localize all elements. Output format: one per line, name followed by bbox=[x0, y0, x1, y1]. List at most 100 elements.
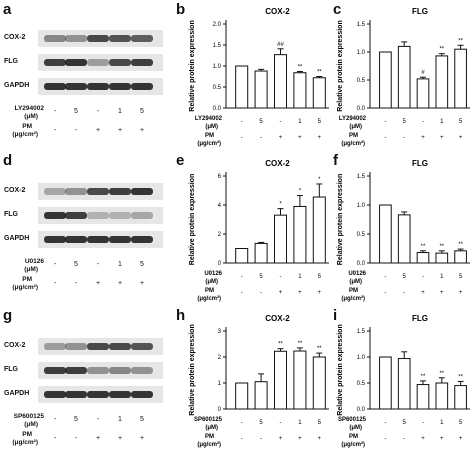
inhibitor-unit: (μM) bbox=[205, 124, 218, 130]
inhibitor-value: - bbox=[280, 119, 282, 125]
pm-label: PM bbox=[22, 431, 32, 438]
pm-label: PM bbox=[349, 434, 358, 440]
bar bbox=[379, 51, 392, 109]
blot-band bbox=[87, 83, 109, 90]
pm-value: + bbox=[440, 135, 444, 141]
inhibitor-value: 5 bbox=[259, 420, 263, 426]
panel-letter-f: f bbox=[333, 152, 338, 169]
y-axis-label: Relative protein expression bbox=[337, 20, 344, 111]
inhibitor-unit: (μM) bbox=[24, 113, 38, 120]
bar bbox=[435, 55, 449, 109]
blot-band bbox=[131, 83, 153, 90]
pm-value: + bbox=[440, 290, 444, 296]
inhibitor-label: U0126 bbox=[204, 271, 222, 277]
y-tick-label: 6 bbox=[218, 174, 222, 180]
inhibitor-value: - bbox=[422, 274, 424, 280]
bar bbox=[379, 356, 392, 410]
y-tick-label: 1.0 bbox=[357, 50, 366, 56]
blot-band bbox=[131, 35, 153, 42]
y-axis-label: Relative protein expression bbox=[337, 174, 344, 265]
pm-unit: (μg/cm²) bbox=[197, 295, 221, 302]
y-tick-label: 1.5 bbox=[213, 43, 222, 49]
inhibitor-value: 5 bbox=[74, 261, 78, 268]
bar-chart-f-flg: FLG Relative protein expression 0.0 0.5 1.0 1… bbox=[337, 159, 470, 302]
blot-band bbox=[131, 367, 153, 374]
blot-band bbox=[131, 391, 153, 398]
inhibitor-value: 5 bbox=[259, 274, 263, 280]
y-tick-label: 0.5 bbox=[357, 381, 366, 387]
pm-value: + bbox=[139, 435, 145, 442]
inhibitor-value: 5 bbox=[403, 420, 407, 426]
chart-title: FLG bbox=[412, 7, 428, 16]
inhibitor-value: 5 bbox=[140, 261, 144, 268]
blot-band bbox=[109, 59, 131, 66]
panel-letter-i: i bbox=[333, 307, 338, 324]
bar bbox=[254, 381, 268, 410]
pm-unit: (μg/cm²) bbox=[341, 140, 365, 147]
bar bbox=[254, 242, 268, 264]
bar-chart-e-cox2: COX-2 Relative protein expression 0 2 4 6 - - 5 -… bbox=[189, 159, 329, 302]
inhibitor-value: - bbox=[96, 261, 100, 268]
inhibitor-value: - bbox=[422, 420, 424, 426]
western-blot-a: COX-2 FLG GAPDH LY294002 (μM) - 5 - 1 5 PM (μg/cm²)… bbox=[0, 22, 170, 157]
pm-label: PM bbox=[22, 276, 32, 283]
significance-marker: * bbox=[299, 189, 302, 195]
blot-band bbox=[44, 59, 66, 66]
pm-value: + bbox=[279, 290, 283, 296]
bar bbox=[293, 205, 307, 264]
y-tick-label: 0.0 bbox=[357, 106, 366, 112]
y-tick-label: 0.5 bbox=[213, 85, 222, 91]
inhibitor-label: SP600125 bbox=[13, 413, 44, 420]
y-tick-label: 0.0 bbox=[357, 407, 366, 413]
bar bbox=[273, 214, 288, 264]
blot-band bbox=[87, 188, 109, 195]
pm-value: + bbox=[117, 127, 123, 134]
blot-band bbox=[65, 236, 87, 243]
inhibitor-value: - bbox=[384, 274, 386, 280]
pm-value: + bbox=[440, 436, 444, 442]
y-tick-label: 3 bbox=[218, 329, 222, 335]
inhibitor-unit: (μM) bbox=[24, 266, 38, 273]
inhibitor-label: SP600125 bbox=[194, 417, 223, 423]
western-blot-g: COX-2 FLG GAPDH SP600125 (μM) - 5 - 1 5 PM (μg/cm²)… bbox=[0, 330, 170, 453]
blot-protein-label: GAPDH bbox=[4, 390, 30, 397]
inhibitor-value: 1 bbox=[118, 108, 122, 115]
bar bbox=[235, 65, 249, 109]
inhibitor-value: - bbox=[280, 274, 282, 280]
blot-band bbox=[131, 188, 153, 195]
blot-strip bbox=[38, 54, 163, 71]
blot-band bbox=[109, 236, 131, 243]
inhibitor-value: 1 bbox=[298, 274, 302, 280]
pm-value: + bbox=[459, 290, 463, 296]
blot-band bbox=[109, 83, 131, 90]
inhibitor-value: 1 bbox=[118, 416, 122, 423]
blot-band bbox=[44, 367, 66, 374]
bar bbox=[435, 382, 449, 410]
bar bbox=[235, 248, 249, 264]
inhibitor-value: - bbox=[422, 119, 424, 125]
pm-value: + bbox=[139, 280, 145, 287]
pm-unit: (μg/cm²) bbox=[12, 131, 38, 138]
bar bbox=[293, 72, 307, 109]
pm-value: + bbox=[318, 290, 322, 296]
inhibitor-value: 5 bbox=[74, 416, 78, 423]
bar bbox=[397, 358, 411, 410]
significance-marker: ## bbox=[277, 42, 284, 48]
blot-band bbox=[109, 35, 131, 42]
panel-letter-c: c bbox=[333, 1, 342, 18]
inhibitor-value: - bbox=[53, 108, 57, 115]
y-tick-label: 1.0 bbox=[357, 355, 366, 361]
y-tick-label: 0.0 bbox=[213, 106, 222, 112]
inhibitor-value: 5 bbox=[318, 274, 322, 280]
bar-chart-i-flg: FLG Relative protein expression 0.0 0.5 1.0 1… bbox=[337, 314, 470, 448]
inhibitor-value: 5 bbox=[318, 119, 322, 125]
bar bbox=[273, 350, 288, 410]
blot-band bbox=[44, 188, 66, 195]
bar bbox=[273, 54, 288, 109]
y-tick-label: 2 bbox=[218, 232, 222, 238]
bar bbox=[312, 77, 326, 109]
blot-protein-label: COX-2 bbox=[4, 34, 26, 41]
pm-label: PM bbox=[205, 288, 214, 294]
pm-value: - bbox=[241, 135, 243, 141]
significance-marker: ** bbox=[458, 38, 463, 44]
